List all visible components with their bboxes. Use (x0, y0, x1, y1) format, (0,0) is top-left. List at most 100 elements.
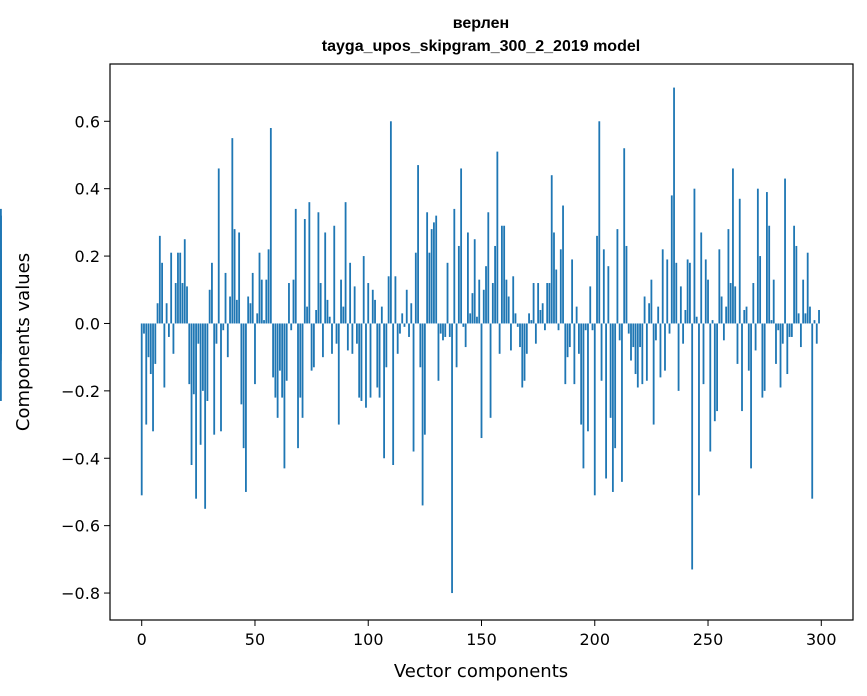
bar (494, 245, 496, 324)
bar (374, 299, 376, 324)
bar (648, 303, 651, 324)
bar (813, 320, 816, 324)
bar (564, 323, 567, 385)
bar (741, 323, 743, 412)
bar (183, 239, 186, 324)
bar (716, 323, 718, 412)
bar (770, 320, 773, 324)
bar (630, 323, 632, 361)
bar (487, 212, 490, 324)
bar (285, 323, 288, 381)
bar (609, 323, 612, 418)
bar (580, 323, 583, 425)
bar (265, 279, 268, 324)
bar (281, 323, 284, 398)
bar (351, 323, 354, 354)
bars-group (0, 87, 820, 594)
bar (190, 323, 193, 465)
bar (206, 323, 209, 401)
bar (267, 249, 270, 324)
bar (446, 262, 449, 324)
bar (378, 323, 381, 398)
bar (734, 286, 737, 324)
bar (795, 245, 798, 324)
bar (260, 279, 263, 324)
bar (276, 323, 279, 418)
bar (750, 323, 752, 469)
bar (815, 323, 818, 344)
bar (618, 323, 621, 341)
bar (786, 323, 789, 375)
bar (550, 175, 553, 324)
bar (544, 323, 546, 331)
bar (704, 259, 707, 324)
x-tick-label: 250 (693, 630, 724, 649)
bar (818, 309, 820, 324)
bar (410, 303, 413, 324)
bar (274, 323, 277, 398)
bar (254, 323, 256, 385)
bar (387, 276, 390, 324)
bar (238, 232, 241, 324)
bar (607, 266, 610, 324)
bar (743, 309, 746, 324)
bar (711, 320, 714, 324)
bar (192, 323, 195, 395)
bar (278, 323, 281, 371)
bar (575, 306, 578, 324)
bar (763, 323, 766, 391)
bar (308, 202, 311, 324)
bar (188, 323, 191, 385)
bar (655, 323, 657, 341)
bar (0, 208, 2, 324)
bar (684, 309, 687, 324)
bar (269, 128, 272, 324)
bar (745, 306, 748, 324)
bar (756, 188, 759, 324)
bar (562, 205, 564, 324)
bar (772, 279, 775, 324)
bar (451, 323, 453, 594)
bar (512, 276, 515, 324)
bar (199, 323, 202, 445)
bar (369, 323, 372, 398)
bar (693, 188, 696, 324)
bar (417, 165, 419, 324)
bar (346, 323, 349, 351)
bar (616, 229, 619, 324)
y-axis-label: Components values (13, 253, 34, 431)
bar (645, 323, 648, 381)
bar (0, 323, 2, 351)
y-tick-label: −0.6 (61, 517, 100, 536)
bar (700, 232, 703, 324)
bar (211, 262, 213, 324)
bar (167, 323, 170, 337)
bar (365, 323, 367, 408)
x-tick-label: 150 (466, 630, 497, 649)
bar (634, 323, 637, 375)
bar (598, 121, 601, 324)
bar (480, 323, 483, 439)
bar (593, 323, 596, 496)
bar (0, 323, 2, 401)
bar (664, 323, 666, 371)
bar (766, 192, 768, 324)
bar (356, 323, 358, 344)
bar (641, 323, 644, 385)
bar (149, 323, 152, 375)
bar (220, 323, 222, 432)
bar (233, 229, 236, 324)
bar (736, 323, 739, 364)
bar (788, 323, 791, 337)
bar (181, 283, 184, 324)
bar (584, 323, 587, 331)
bar (383, 323, 385, 459)
y-tick-label: −0.4 (61, 449, 100, 468)
bar (534, 323, 537, 344)
bar (433, 222, 435, 324)
bar (242, 323, 245, 449)
bar (702, 323, 705, 385)
bar (195, 323, 197, 499)
